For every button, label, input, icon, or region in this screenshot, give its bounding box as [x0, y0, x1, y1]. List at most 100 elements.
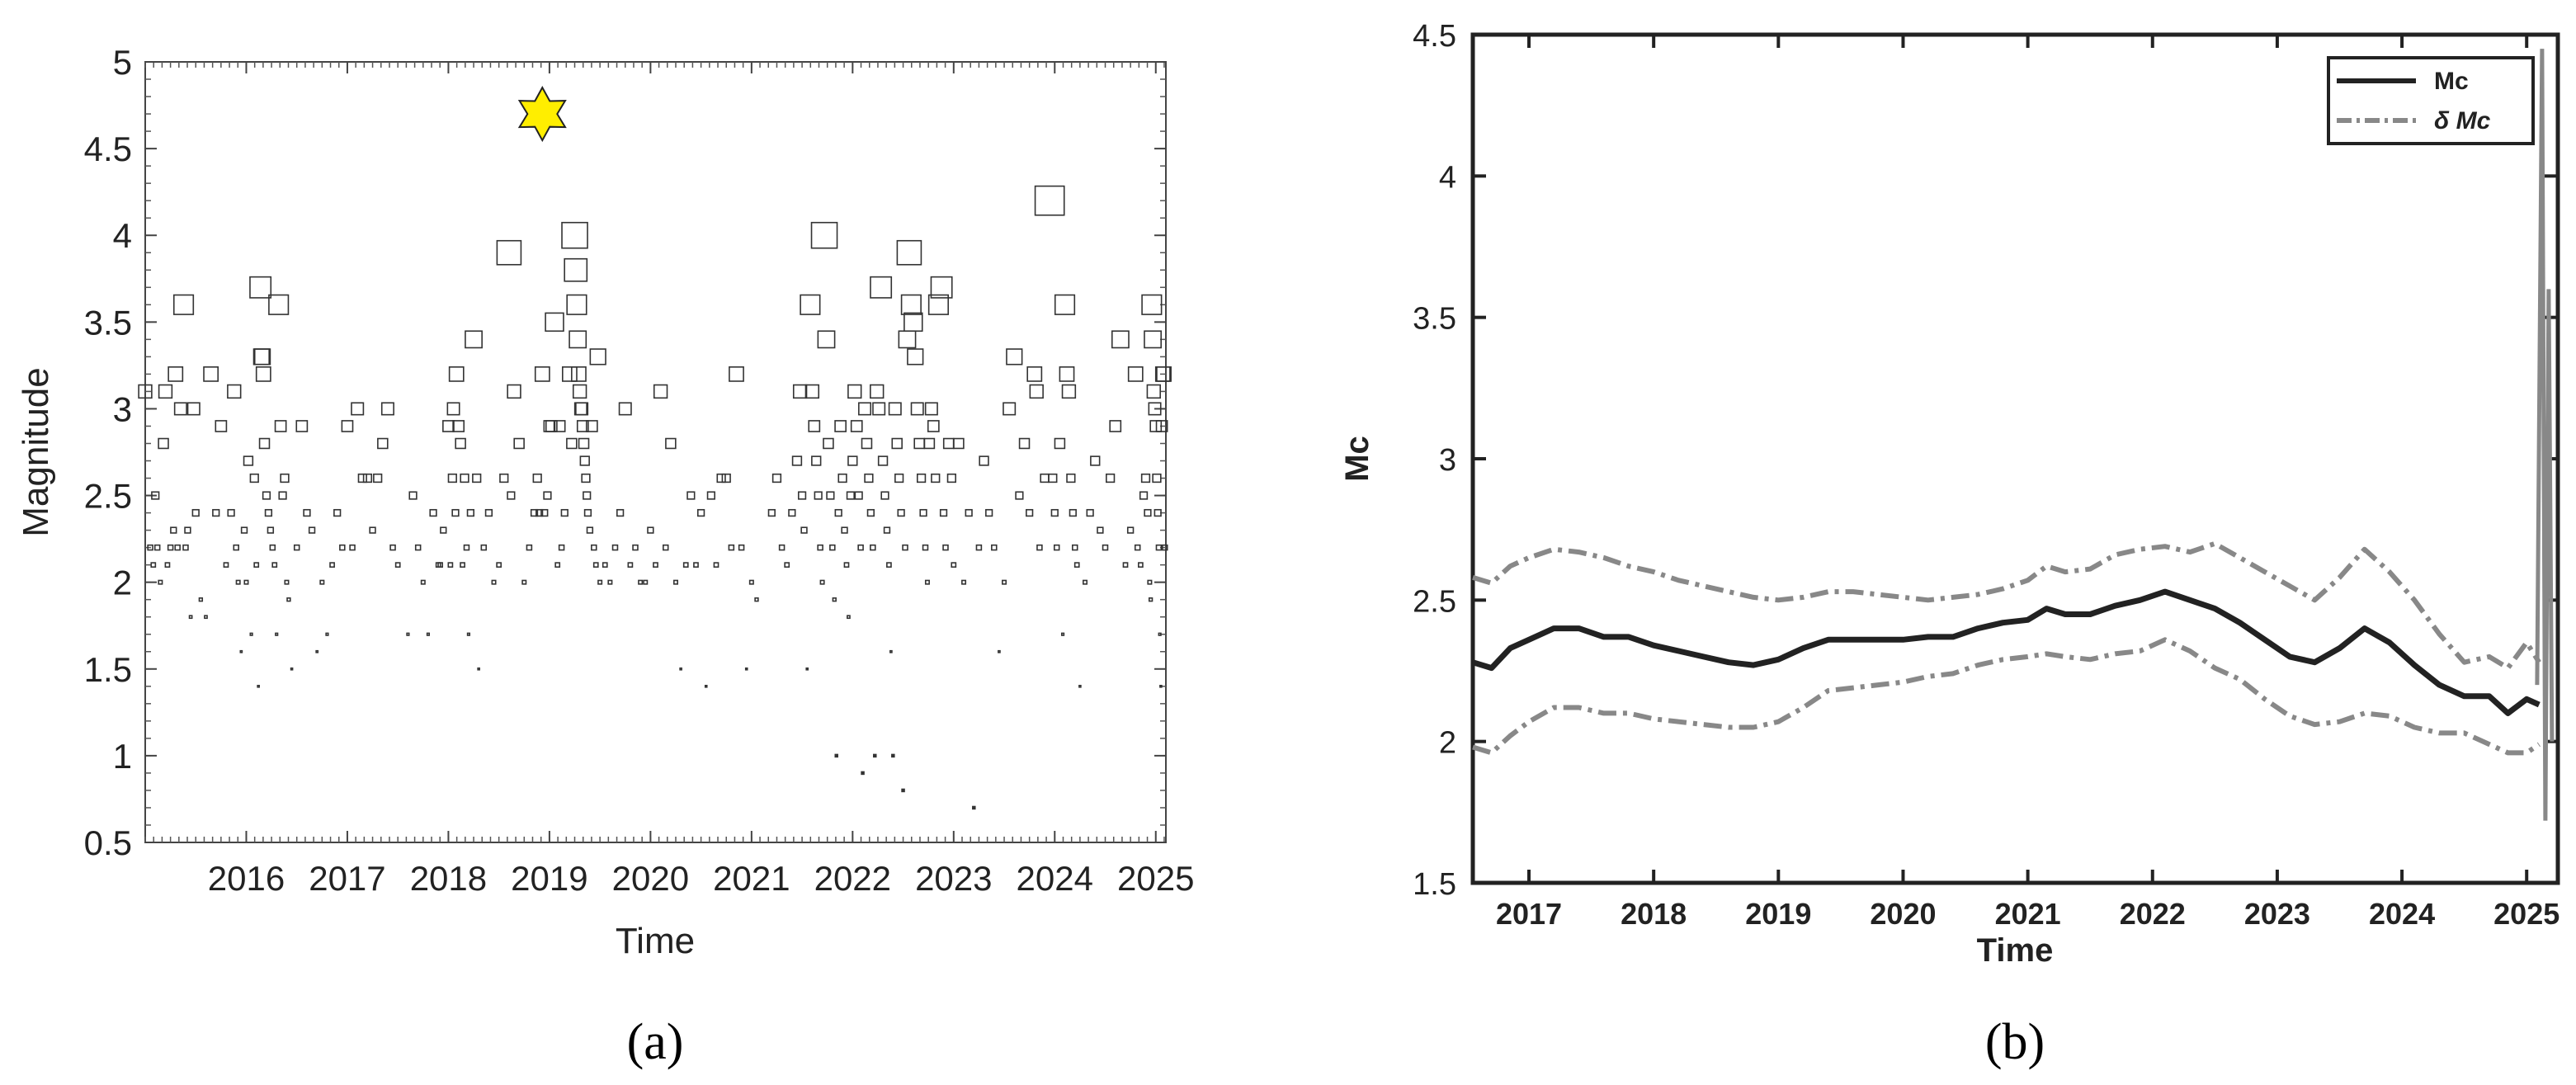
event-marker: [841, 526, 848, 534]
event-marker: [924, 579, 930, 585]
x-tick-label: 2018: [1621, 897, 1687, 931]
event-marker: [665, 437, 677, 450]
event-marker: [465, 330, 483, 349]
event-marker: [167, 544, 174, 551]
x-tick-label: 2019: [511, 859, 587, 898]
event-marker: [891, 753, 895, 758]
event-marker: [240, 526, 248, 534]
event-marker: [847, 384, 862, 399]
event-marker: [916, 473, 927, 484]
event-marker: [158, 579, 163, 585]
event-marker: [961, 579, 967, 585]
event-marker: [1159, 684, 1163, 688]
legend-mc-label: Mc: [2434, 68, 2469, 95]
event-marker: [616, 508, 625, 517]
event-marker: [810, 221, 838, 249]
event-marker: [447, 473, 457, 484]
event-marker: [924, 402, 938, 416]
event-marker: [897, 508, 905, 517]
event-marker: [315, 649, 319, 653]
event-marker: [1060, 632, 1065, 636]
event-marker: [1072, 544, 1078, 551]
event-marker: [496, 239, 522, 266]
event-marker: [778, 544, 786, 551]
event-marker: [602, 562, 608, 568]
y-tick-label: 0.5: [84, 823, 132, 862]
event-marker: [249, 632, 253, 636]
event-marker: [191, 508, 200, 517]
event-marker: [233, 544, 239, 551]
y-tick-label: 5: [113, 43, 132, 82]
event-marker: [253, 562, 260, 568]
event-marker: [592, 562, 599, 568]
event-marker: [744, 667, 748, 671]
event-marker: [682, 562, 689, 568]
event-marker: [521, 579, 527, 585]
event-marker: [870, 276, 893, 299]
event-marker: [729, 366, 744, 382]
panel-a-plot-area: [144, 61, 1167, 843]
event-marker: [583, 508, 592, 517]
event-marker: [286, 597, 291, 602]
event-marker: [597, 579, 603, 585]
event-marker: [1140, 473, 1151, 484]
event-marker: [463, 544, 470, 551]
event-marker: [448, 366, 465, 382]
panel-a-ticks: [144, 61, 1166, 843]
panel-a: 0.5 1 1.5 2 2.5 3 3.5 4 4.5 5 2016 2017 2018 2019 2020…: [16, 43, 1194, 1070]
event-marker: [239, 649, 243, 653]
event-marker: [1109, 420, 1122, 432]
event-marker: [558, 544, 565, 551]
event-marker: [1003, 402, 1017, 416]
event-marker: [290, 667, 294, 671]
panel-a-y-axis-label: Magnitude: [16, 367, 56, 536]
series-line-2: [1472, 637, 2541, 756]
event-marker: [857, 544, 864, 551]
event-marker: [442, 420, 455, 432]
y-tick-label: 4.5: [84, 130, 132, 168]
panel-b-x-axis-label: Time: [1977, 932, 2054, 969]
event-marker: [173, 402, 187, 416]
event-marker: [1102, 544, 1109, 551]
event-marker: [721, 473, 731, 484]
event-marker: [902, 544, 908, 551]
event-marker: [153, 544, 161, 551]
event-marker: [618, 402, 632, 416]
event-marker: [1018, 437, 1031, 450]
y-tick-label: 1: [113, 737, 132, 776]
event-marker: [579, 455, 590, 466]
event-marker: [188, 615, 193, 620]
x-tick-label: 2024: [1017, 859, 1093, 898]
event-marker: [1054, 294, 1076, 315]
event-marker: [329, 562, 335, 568]
event-marker: [274, 420, 287, 432]
event-marker: [466, 508, 474, 517]
event-marker: [1026, 508, 1034, 517]
event-marker: [138, 384, 153, 399]
event-marker: [394, 562, 401, 568]
event-marker: [572, 384, 587, 399]
event-marker: [215, 420, 228, 432]
event-marker: [923, 437, 936, 450]
x-tick-label: 2016: [208, 859, 285, 898]
event-marker: [532, 473, 542, 484]
event-marker: [349, 544, 356, 551]
series-line-0: [1471, 588, 2541, 716]
event-marker: [1029, 384, 1044, 399]
event-marker: [526, 544, 533, 551]
event-marker: [203, 366, 219, 382]
event-marker: [748, 579, 754, 585]
event-marker: [186, 402, 201, 416]
event-marker: [150, 562, 157, 568]
event-marker: [894, 473, 904, 484]
event-marker: [339, 544, 346, 551]
event-marker: [429, 508, 437, 517]
event-marker: [808, 420, 821, 432]
event-marker: [414, 544, 422, 551]
panel-b-caption: (b): [1985, 1014, 2045, 1070]
event-marker: [896, 239, 922, 266]
event-marker: [357, 473, 367, 484]
event-marker: [369, 526, 376, 534]
event-marker: [877, 455, 889, 466]
